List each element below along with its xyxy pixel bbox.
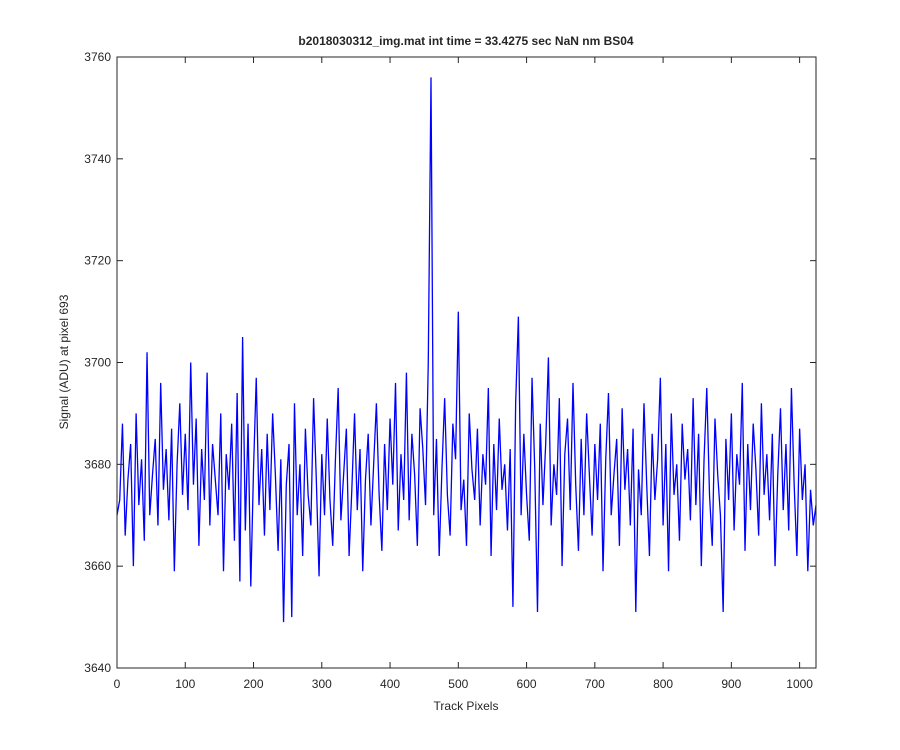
x-tick-label: 100 (175, 677, 195, 691)
x-tick-label: 700 (585, 677, 605, 691)
y-tick-label: 3680 (84, 457, 111, 471)
x-tick-label: 400 (380, 677, 400, 691)
x-axis-label: Track Pixels (434, 699, 499, 713)
x-tick-label: 300 (312, 677, 332, 691)
x-tick-label: 800 (653, 677, 673, 691)
y-tick-label: 3760 (84, 50, 111, 64)
x-tick-label: 1000 (786, 677, 813, 691)
x-tick-label: 200 (244, 677, 264, 691)
x-tick-label: 500 (448, 677, 468, 691)
x-tick-label: 600 (517, 677, 537, 691)
x-tick-label: 0 (114, 677, 121, 691)
x-tick-label: 900 (721, 677, 741, 691)
y-tick-label: 3720 (84, 254, 111, 268)
y-tick-label: 3640 (84, 661, 111, 675)
y-tick-label: 3700 (84, 356, 111, 370)
data-line (116, 77, 817, 623)
chart-title: b2018030312_img.mat int time = 33.4275 s… (298, 34, 634, 48)
y-tick-label: 3660 (84, 559, 111, 573)
y-axis-label: Signal (ADU) at pixel 693 (57, 294, 71, 429)
y-tick-label: 3740 (84, 152, 111, 166)
